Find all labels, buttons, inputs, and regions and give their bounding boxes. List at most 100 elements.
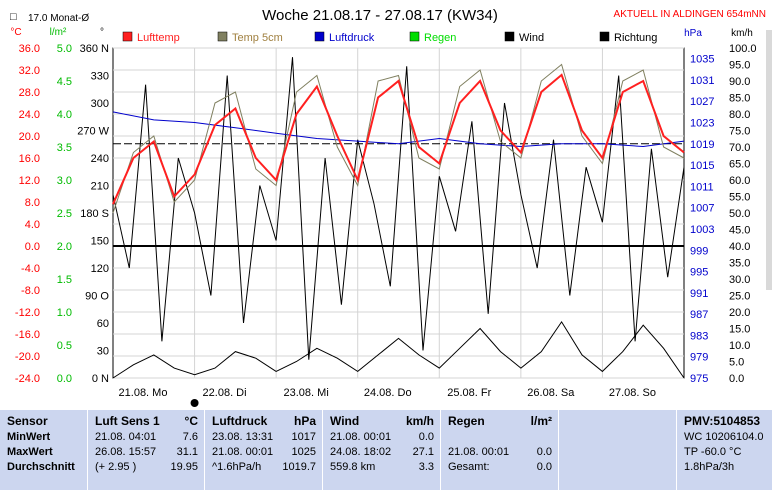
wind-tick-label: 50.0 [729,208,750,220]
x-tick-label: 23.08. Mi [284,387,329,399]
wind-unit: km/h [405,414,434,428]
regen-row1-time: 21.08. 00:01 [448,446,510,458]
regen-row2-label: Gesamt: [448,461,490,473]
rain-tick-label: 2.0 [57,241,72,253]
wind-tick-label: 30.0 [729,274,750,286]
regen-unit: l/m² [530,414,552,428]
rain-tick-label: 3.5 [57,142,72,154]
legend-label: Wind [519,32,544,44]
wind-max-time: 24.08. 18:02 [330,446,392,458]
rain-tick-label: 3.0 [57,175,72,187]
rain-tick-label: 0.5 [57,340,72,352]
pressure-tick-label: 991 [690,288,708,300]
luft-unit: °C [184,414,198,428]
rain-tick-label: 2.5 [57,208,72,220]
x-tick-label: 21.08. Mo [119,387,168,399]
luft-avg-value: 19.95 [170,461,198,473]
luft-avg-note: (+ 2.95 ) [95,461,137,473]
direction-tick-label: 240 [91,153,109,165]
wind-min-value: 0.0 [418,431,434,443]
x-tick-label: 26.08. Sa [527,387,575,399]
luft-max-time: 26.08. 15:57 [95,446,157,458]
rain-tick-label: 0.0 [57,373,72,385]
pmv-line3: 1.8hPa/3h [684,461,735,473]
druck-min-value: 1017 [291,431,316,443]
legend-swatch [217,31,228,42]
stats-blank-panel [559,410,677,490]
series-wind-line [112,320,685,379]
rain-tick-label: 4.0 [57,109,72,121]
regen-row2-value: 0.0 [536,461,552,473]
wind-tick-label: 100.0 [729,43,757,55]
luft-header: Luft Sens 1 [95,414,160,428]
temp-tick-label: -20.0 [15,351,40,363]
wind-tick-label: 45.0 [729,225,750,237]
plot-area [112,47,685,379]
wind-tick-label: 95.0 [729,60,750,72]
pressure-tick-label: 1019 [690,139,714,151]
series-richtung-line [112,57,685,360]
stats-luft-panel: Luft Sens 1 °C 21.08. 04:01 7.6 26.08. 15:… [88,410,205,490]
temp-tick-label: 16.0 [19,153,40,165]
pmv-line2: TP -60.0 °C [684,446,742,458]
wind-tick-label: 5.0 [729,357,744,369]
regen-row1-value: 0.0 [536,446,552,458]
luft-min-value: 7.6 [182,431,198,443]
temp-tick-label: 0.0 [25,241,40,253]
unit-temp: °C [10,27,21,38]
temp-tick-label: 4.0 [25,219,40,231]
druck-max-value: 1025 [291,446,316,458]
unit-direction: ° [100,27,104,38]
temp-tick-label: -24.0 [15,373,40,385]
wind-tick-label: 0.0 [729,373,744,385]
x-tick-label: 22.08. Di [203,387,247,399]
temp-tick-label: -16.0 [15,329,40,341]
wind-tick-label: 65.0 [729,159,750,171]
pressure-tick-label: 1015 [690,160,714,172]
wind-tick-label: 20.0 [729,307,750,319]
pressure-tick-label: 1003 [690,224,714,236]
series-temp5cm-line [112,63,685,214]
pressure-tick-label: 987 [690,309,708,321]
temp-tick-label: -12.0 [15,307,40,319]
temp-tick-label: 28.0 [19,87,40,99]
regen-header: Regen [448,414,485,428]
temp-tick-label: 12.0 [19,175,40,187]
legend-swatch [314,31,325,42]
x-tick-label: 24.08. Do [364,387,412,399]
legend-label: Luftdruck [329,32,375,44]
x-tick-label: 27.08. So [609,387,656,399]
legend-label: Lufttemp [137,32,180,44]
pressure-tick-label: 1035 [690,54,714,66]
pressure-tick-label: 1031 [690,75,714,87]
max-label: MaxWert [7,446,53,458]
druck-max-time: 21.08. 00:01 [212,446,274,458]
right-edge-strip [766,30,772,290]
wind-avg-value: 3.3 [418,461,434,473]
status-text: AKTUELL IN ALDINGEN 654mNN [614,9,766,20]
stats-regen-panel: Regen l/m² 21.08. 00:01 0.0 Gesamt: 0.0 [441,410,559,490]
direction-tick-label: 120 [91,263,109,275]
luft-max-value: 31.1 [176,446,198,458]
direction-tick-label: 60 [97,318,109,330]
temp-tick-label: 20.0 [19,131,40,143]
stats-druck-panel: Luftdruck hPa 23.08. 13:31 1017 21.08. 00:… [205,410,323,490]
druck-min-time: 23.08. 13:31 [212,431,274,443]
rain-tick-label: 1.5 [57,274,72,286]
pressure-tick-label: 983 [690,330,708,342]
wind-tick-label: 15.0 [729,324,750,336]
temp-tick-label: 8.0 [25,197,40,209]
weather-chart: Woche 21.08.17 - 27.08.17 (KW34) AKTUELL … [10,7,772,407]
series-lufttemp-line [112,73,685,205]
unit-pressure: hPa [684,28,702,39]
legend-swatch [122,31,133,42]
direction-tick-label: 150 [91,236,109,248]
pressure-tick-label: 1023 [690,118,714,130]
temp-tick-label: -4.0 [21,263,40,275]
avg-label: Durchschnitt [7,461,75,473]
legend-label: Regen [424,32,456,44]
rain-tick-label: 4.5 [57,76,72,88]
direction-tick-label: 0 N [92,373,109,385]
wind-min-time: 21.08. 00:01 [330,431,392,443]
druck-avg-value: 1019.7 [282,461,316,473]
